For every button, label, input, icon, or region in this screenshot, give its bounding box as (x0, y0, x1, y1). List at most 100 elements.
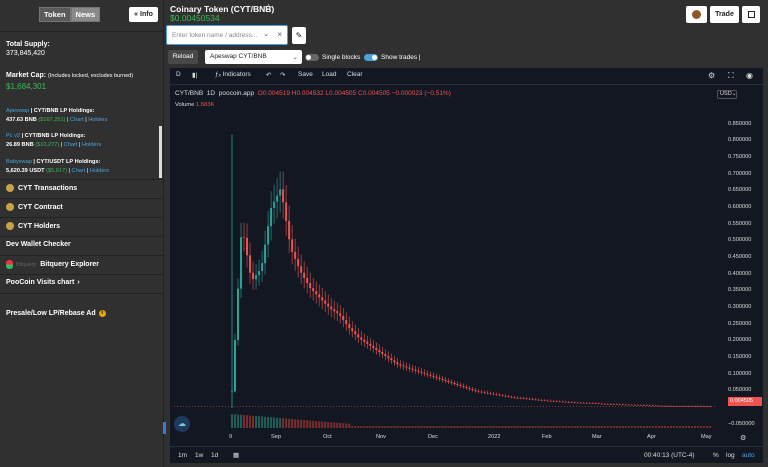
auto-toggle[interactable]: auto (742, 452, 755, 459)
interval-button[interactable]: D (176, 71, 181, 78)
candle-body (471, 389, 474, 391)
candle-body (522, 398, 525, 399)
candle-body (249, 255, 252, 273)
indicators-button[interactable]: ƒₓ Indicators (215, 71, 251, 78)
volume-bar (585, 426, 588, 428)
volume-bar (654, 426, 657, 428)
volume-bar (699, 426, 702, 428)
pair-select[interactable]: Apeswap CYT/BNB ⌄ (205, 50, 302, 64)
y-tick-label: 0.800000 (728, 137, 752, 144)
volume-bar (519, 426, 522, 428)
volume-bar (657, 426, 660, 428)
volume-bar (279, 418, 282, 428)
clear-button[interactable]: Clear (347, 71, 363, 78)
theme-button[interactable] (686, 6, 707, 23)
chart-link[interactable]: Chart (71, 168, 86, 174)
log-toggle[interactable]: log (726, 452, 735, 459)
menu-poocoin-visits-chart[interactable]: PooCoin Visits chart › (6, 279, 80, 286)
volume-bar (465, 426, 468, 428)
currency-select[interactable]: USD⌄ (717, 90, 737, 99)
menu-bitquery-explorer[interactable]: Bitquery Bitquery Explorer (6, 260, 99, 269)
candle-body (639, 405, 642, 406)
volume-bar (231, 414, 233, 428)
chart-bottom-bar (170, 446, 763, 463)
chart-link[interactable]: Chart (69, 117, 84, 123)
volume-bar (684, 426, 687, 428)
menu-dev-wallet-checker[interactable]: Dev Wallet Checker (6, 241, 71, 248)
candle-body (492, 393, 495, 395)
range-1d[interactable]: 1d (211, 452, 219, 459)
volume-bar (450, 426, 453, 428)
menu-cyt-contract[interactable]: CYT Contract (6, 203, 63, 211)
holders-link[interactable]: Holders (88, 117, 108, 123)
candle-body (657, 405, 660, 407)
redo-icon[interactable]: ↷ (280, 72, 286, 79)
info-button[interactable]: « Info (129, 7, 158, 22)
y-tick-label: 0.500000 (728, 237, 752, 244)
range-1m[interactable]: 1m (178, 452, 188, 459)
candle-body (312, 288, 315, 292)
candle-body (336, 311, 339, 314)
percent-toggle[interactable]: % (713, 452, 719, 459)
volume-bar (345, 423, 348, 428)
y-tick-label: 0.050000 (728, 387, 752, 394)
sidebar-scrollbar[interactable] (159, 126, 162, 178)
volume-bar (480, 426, 483, 428)
range-1w[interactable]: 1w (195, 452, 204, 459)
price-chart[interactable]: D ▮| ƒₓ Indicators ↶ ↷ Save Load Clear ⚙… (170, 68, 763, 463)
y-tick-label: 0.400000 (728, 270, 752, 277)
calendar-icon[interactable]: ▦ (233, 452, 240, 459)
search-input[interactable]: Enter token name / address... ⌄ × (166, 25, 288, 45)
reload-button[interactable]: Reload (168, 50, 198, 64)
volume-bar (288, 418, 291, 428)
star-outline-icon[interactable]: ☆ (264, 3, 273, 14)
camera-icon[interactable]: ◉ (746, 71, 753, 80)
trade-button[interactable]: Trade (710, 6, 739, 23)
menu-cyt-holders[interactable]: CYT Holders (6, 222, 60, 230)
undo-icon[interactable]: ↶ (266, 72, 272, 79)
tab-news[interactable]: News (70, 7, 101, 22)
cloud-icon[interactable]: ☁ (174, 416, 190, 432)
volume-bar (471, 426, 474, 428)
dex-link[interactable]: Babyswap (6, 159, 32, 165)
presale-ad-link[interactable]: Presale/Low LP/Rebase Ad i (6, 310, 106, 317)
volume-bar (357, 426, 360, 428)
fullscreen-icon[interactable]: ⛶ (728, 71, 734, 80)
dex-link[interactable]: Apeswap (6, 108, 30, 114)
volume-bar (558, 426, 561, 428)
close-icon[interactable]: × (277, 30, 282, 39)
save-button[interactable]: Save (298, 71, 313, 78)
chart-link[interactable]: Chart (63, 142, 78, 148)
candle-body (237, 288, 240, 340)
volume-bar (474, 426, 477, 428)
tab-token[interactable]: Token (39, 7, 71, 22)
candle-body (381, 352, 384, 355)
load-button[interactable]: Load (322, 71, 337, 78)
bar-style-icon[interactable]: ▮| (192, 72, 198, 79)
chevron-down-icon[interactable]: ⌄ (263, 31, 269, 38)
show-trades-toggle[interactable] (364, 54, 378, 61)
dex-link[interactable]: Pc v2 (6, 133, 20, 139)
holders-link[interactable]: Holders (89, 168, 110, 174)
candle-body (552, 401, 555, 402)
gear-icon[interactable]: ⚙ (740, 435, 747, 442)
clock-time[interactable]: 00:40:13 (UTC-4) (644, 452, 695, 459)
volume-bar (552, 426, 555, 428)
volume-bar (369, 426, 372, 428)
volume-bar (366, 426, 369, 428)
gear-icon[interactable]: ⚙ (708, 71, 716, 80)
candle-body (483, 392, 486, 393)
candle-body (333, 309, 336, 312)
menu-cyt-transactions[interactable]: CYT Transactions (6, 184, 77, 192)
edit-icon[interactable]: ✎ (292, 27, 306, 44)
chevron-down-icon: ⌄ (292, 54, 298, 61)
volume-bar (669, 426, 672, 428)
volume-bar (567, 426, 570, 428)
volume-bar (459, 426, 462, 428)
candle-body (393, 360, 396, 363)
single-blocks-toggle[interactable] (305, 54, 319, 61)
sidebar-handle[interactable] (163, 422, 166, 434)
holders-link[interactable]: Holders (82, 142, 102, 148)
volume-bar (387, 426, 390, 428)
window-icon[interactable] (742, 6, 760, 23)
